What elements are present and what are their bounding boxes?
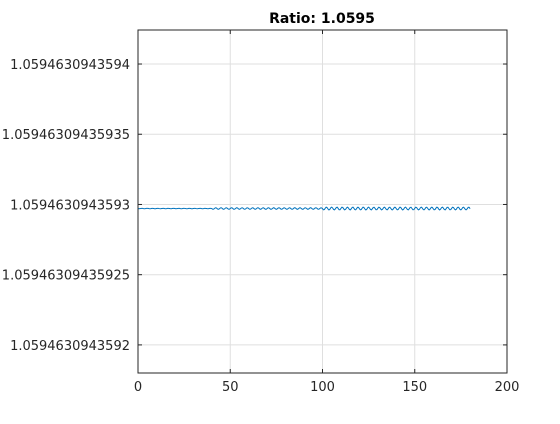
y-tick-label: 1.0594630943593: [10, 198, 130, 213]
series-line: [137, 206, 471, 211]
y-tick-label: 1.05946309435925: [2, 269, 130, 284]
chart-title: Ratio: 1.0595: [269, 11, 375, 27]
grid-lines: [137, 30, 508, 373]
x-tick-label: 200: [495, 380, 520, 395]
x-tick-label: 0: [134, 380, 142, 395]
x-tick-label: 50: [222, 380, 239, 395]
series-layer: [137, 206, 471, 211]
x-tick-label: 100: [310, 380, 335, 395]
x-tick-label: 150: [402, 380, 427, 395]
axes: [137, 29, 508, 374]
y-tick-label: 1.0594630943592: [10, 339, 130, 354]
tick-labels: 0 50 100 150 200 1.0594630943592 1.05946309435…: [2, 58, 520, 395]
y-tick-label: 1.05946309435935: [2, 128, 130, 143]
y-tick-label: 1.0594630943594: [10, 58, 130, 73]
